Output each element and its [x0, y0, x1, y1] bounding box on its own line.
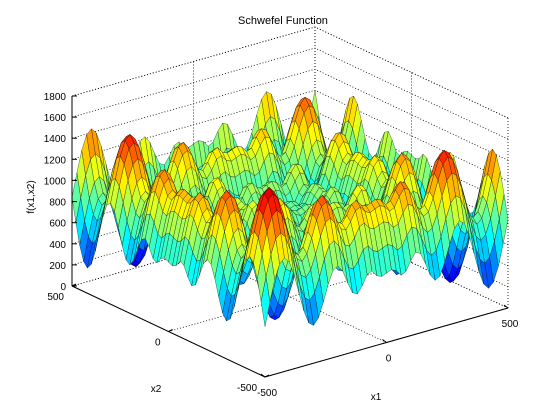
- y-tick-mark: [264, 374, 270, 378]
- z-tick-label: 1400: [44, 134, 67, 145]
- y-tick-mark: [168, 329, 173, 332]
- x-tick-label: 500: [502, 319, 519, 330]
- side-wall-grid-line: [314, 47, 509, 140]
- z-tick-label: 0: [60, 282, 66, 293]
- x-tick-mark: [382, 339, 387, 343]
- z-tick-label: 800: [49, 198, 66, 209]
- z-tick-label: 400: [49, 240, 66, 251]
- box-edge: [71, 26, 316, 97]
- z-tick-label: 1800: [44, 92, 67, 103]
- back-grid: [71, 26, 509, 378]
- x-axis-label: x1: [371, 392, 382, 403]
- y-tick-label: 500: [47, 292, 64, 303]
- z-tick-label: 1600: [44, 113, 67, 124]
- x-tick-label: 0: [386, 354, 392, 365]
- box-edge: [314, 26, 509, 119]
- z-tick-label: 200: [49, 261, 66, 272]
- y-tick-label: 0: [155, 338, 161, 349]
- x-tick-label: -500: [257, 388, 277, 399]
- surface-mesh: [71, 90, 509, 327]
- x-tick-mark: [260, 373, 266, 378]
- surface-patch: [260, 276, 271, 327]
- z-axis-label: f(x1,x2): [26, 180, 37, 213]
- chart-title: Schwefel Function: [238, 15, 328, 27]
- x-tick-mark: [503, 304, 509, 309]
- y-tick-label: -500: [237, 383, 257, 394]
- z-tick-label: 1000: [44, 176, 67, 187]
- z-tick-label: 1200: [44, 155, 67, 166]
- z-tick-label: 600: [49, 219, 66, 230]
- y-axis-label: x2: [151, 384, 162, 395]
- floor-grid-line: [168, 262, 412, 332]
- y-tick-mark: [71, 283, 77, 287]
- side-wall-grid-line: [314, 68, 509, 161]
- tick-labels: 020040060080010001200140016001800-500050…: [44, 92, 519, 399]
